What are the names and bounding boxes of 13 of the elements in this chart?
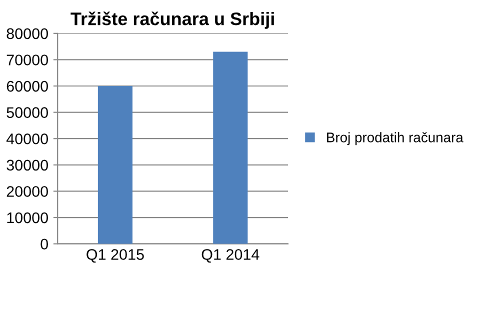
y-tick-label: 10000 (7, 212, 48, 224)
legend-label: Broj prodatih računara (327, 132, 464, 146)
y-tick-label: 0 (40, 238, 48, 250)
y-tick-label: 20000 (6, 186, 48, 197)
y-tick-label: 70000 (6, 54, 48, 66)
y-tick-label: 30000 (6, 160, 48, 171)
chart-title: Tržište računara u Srbiji (70, 12, 274, 29)
x-tick-label: Q1 2014 (202, 249, 260, 263)
x-tick-label: Q1 2015 (86, 249, 144, 263)
y-tick-label: 40000 (6, 133, 48, 144)
y-tick-label: 60000 (6, 80, 48, 92)
y-tick-label: 80000 (6, 28, 48, 40)
y-tick-label: 50000 (6, 107, 48, 118)
